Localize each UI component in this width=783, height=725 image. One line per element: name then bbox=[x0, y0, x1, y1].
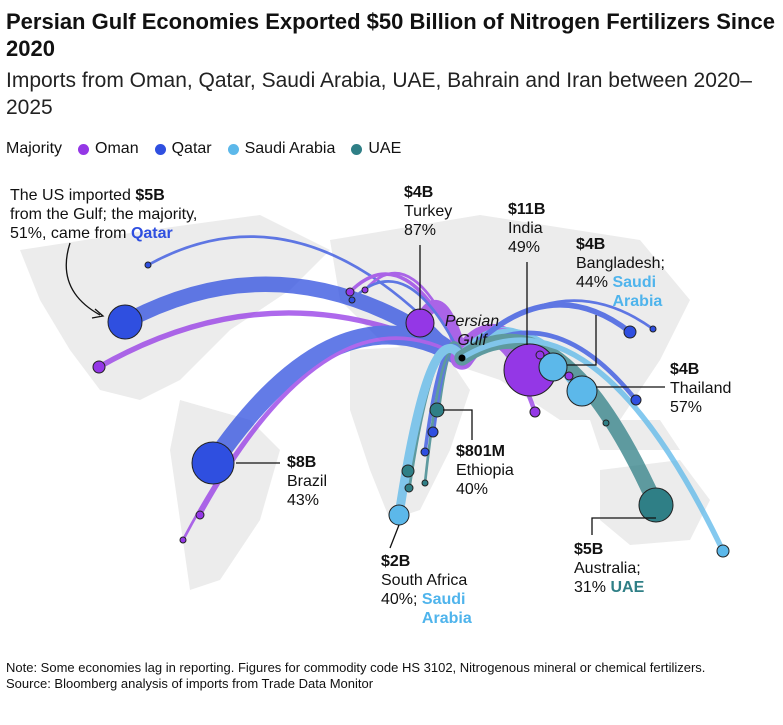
brazil-country: Brazil bbox=[287, 473, 328, 490]
bubble-ethiopia bbox=[429, 402, 445, 418]
bubble-tanzania bbox=[420, 447, 430, 457]
thailand-value: $4B bbox=[670, 361, 700, 378]
bubble-us-2 bbox=[92, 360, 106, 374]
bubble-sa-1 bbox=[195, 510, 205, 520]
us-text-2: from the Gulf; the majority, bbox=[10, 206, 198, 223]
thailand-country: Thailand bbox=[670, 380, 732, 397]
bubble-myanmar bbox=[564, 371, 574, 381]
legend-saudi: Saudi Arabia bbox=[244, 140, 336, 157]
india-value: $11B bbox=[508, 201, 546, 218]
bubble-korea bbox=[649, 325, 657, 333]
legend-uae: UAE bbox=[368, 140, 402, 157]
bubble-philippines bbox=[630, 394, 642, 406]
bubble-turkey bbox=[405, 308, 435, 338]
bubble-eu-3 bbox=[348, 296, 356, 304]
annotation-thailand: $4B Thailand 57% bbox=[670, 360, 731, 417]
legend-swatch-saudi bbox=[227, 143, 239, 155]
brazil-value: $8B bbox=[287, 454, 317, 471]
bubble-us bbox=[107, 304, 143, 340]
india-share: 49% bbox=[508, 239, 541, 256]
legend-swatch-qatar bbox=[154, 143, 166, 155]
legend: Majority Oman Qatar Saudi Arabia UAE bbox=[6, 140, 401, 158]
bubble-zambia bbox=[401, 464, 415, 478]
annotation-brazil: $8B Brazil 43% bbox=[287, 453, 327, 510]
bubble-eu-1 bbox=[345, 287, 355, 297]
annotation-turkey: $4B Turkey 87% bbox=[404, 183, 452, 240]
turkey-country: Turkey bbox=[404, 203, 453, 220]
flow-eu-2 bbox=[363, 271, 464, 360]
bubble-indonesia bbox=[602, 419, 610, 427]
south-africa-country: South Africa bbox=[381, 572, 468, 589]
bubble-mozambique bbox=[421, 479, 429, 487]
us-text: The US imported bbox=[10, 187, 136, 204]
bangladesh-source: Saudi Arabia bbox=[612, 274, 663, 310]
ethiopia-share: 40% bbox=[456, 481, 489, 498]
callout-lines bbox=[65, 242, 665, 549]
ethiopia-value: $801M bbox=[456, 443, 505, 460]
australia-source: UAE bbox=[610, 579, 645, 596]
south-africa-source: Saudi Arabia bbox=[421, 591, 472, 627]
legend-qatar: Qatar bbox=[171, 140, 212, 157]
bubble-sa-2 bbox=[179, 536, 187, 544]
bangladesh-value: $4B bbox=[576, 236, 606, 253]
persian-gulf-hub bbox=[458, 354, 466, 362]
flow-map bbox=[20, 215, 730, 590]
us-arrow-head bbox=[91, 308, 105, 319]
bubble-kenya bbox=[427, 426, 439, 438]
importer-bubbles bbox=[92, 261, 730, 558]
annotation-south-africa: $2B South Africa 40%; Saudi Arabia bbox=[381, 552, 482, 628]
chart-subtitle: Imports from Oman, Qatar, Saudi Arabia, … bbox=[6, 69, 752, 119]
annotation-ethiopia: $801M Ethiopia 40% bbox=[456, 442, 514, 499]
bubble-thailand bbox=[566, 375, 598, 407]
india-country: India bbox=[508, 220, 543, 237]
bubble-new-zealand bbox=[716, 544, 730, 558]
bangladesh-share: 44% bbox=[576, 274, 609, 291]
australia-value: $5B bbox=[574, 541, 604, 558]
annotation-india: $11B India 49% bbox=[508, 200, 545, 257]
annotation-bangladesh: $4B Bangladesh; 44% Saudi Arabia bbox=[576, 235, 707, 311]
turkey-share: 87% bbox=[404, 222, 437, 239]
bubble-sri-lanka bbox=[529, 406, 541, 418]
us-value: $5B bbox=[135, 187, 165, 204]
australia-share: 31% bbox=[574, 579, 607, 596]
bubble-bangladesh bbox=[538, 352, 568, 382]
legend-swatch-uae bbox=[351, 143, 363, 155]
trade-flows bbox=[96, 235, 726, 554]
ethiopia-country: Ethiopia bbox=[456, 462, 514, 479]
bubble-nepal bbox=[535, 350, 545, 360]
bubble-zimbabwe bbox=[404, 483, 414, 493]
turkey-value: $4B bbox=[404, 184, 434, 201]
footnote: Note: Some economies lag in reporting. F… bbox=[6, 660, 781, 692]
bangladesh-country: Bangladesh; bbox=[576, 255, 665, 272]
legend-label: Majority bbox=[6, 140, 63, 157]
chart-title: Persian Gulf Economies Exported $50 Bill… bbox=[6, 9, 775, 61]
hub-label: Persian Gulf bbox=[444, 313, 500, 349]
annotation-australia: $5B Australia; 31% UAE bbox=[574, 540, 644, 597]
us-callout-arrow bbox=[65, 242, 101, 316]
note-text: Note: Some economies lag in reporting. F… bbox=[6, 660, 706, 675]
bubble-japan bbox=[623, 325, 637, 339]
flow-korea bbox=[460, 299, 655, 360]
bubble-eu-2 bbox=[361, 286, 369, 294]
brazil-share: 43% bbox=[287, 492, 320, 509]
source-text: Source: Bloomberg analysis of imports fr… bbox=[6, 676, 374, 691]
bubble-australia bbox=[638, 487, 674, 523]
south-africa-value: $2B bbox=[381, 553, 411, 570]
legend-oman: Oman bbox=[95, 140, 139, 157]
bubble-brazil bbox=[191, 441, 235, 485]
bubble-south-africa bbox=[388, 504, 410, 526]
south-africa-share: 40%; bbox=[381, 591, 418, 608]
legend-swatch-oman bbox=[78, 143, 90, 155]
annotation-us: The US imported $5B from the Gulf; the m… bbox=[10, 186, 197, 243]
thailand-share: 57% bbox=[670, 399, 703, 416]
australia-country: Australia; bbox=[574, 560, 641, 577]
us-source: Qatar bbox=[130, 225, 173, 242]
us-text-3: 51%, came from bbox=[10, 225, 131, 242]
flow-new-zealand bbox=[459, 337, 726, 554]
bubble-alaska bbox=[144, 261, 152, 269]
